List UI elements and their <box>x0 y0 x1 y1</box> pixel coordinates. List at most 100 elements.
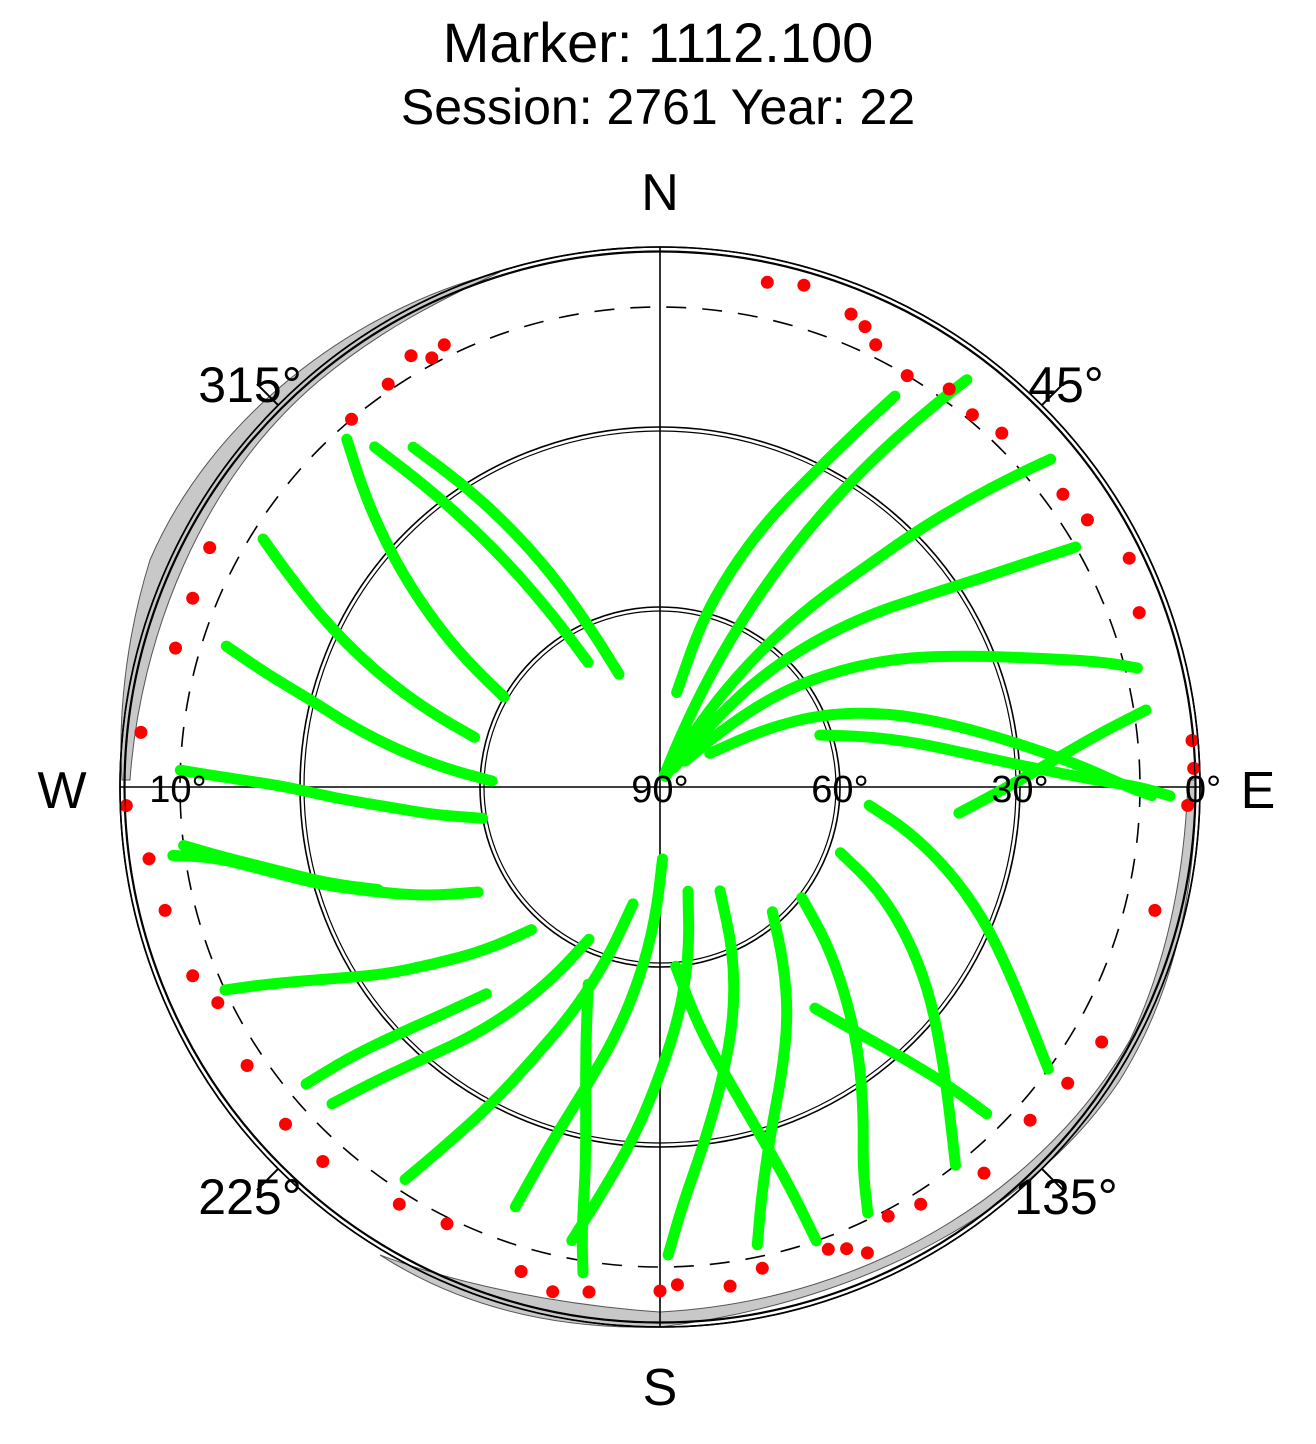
flagged-observation-9 <box>995 426 1009 440</box>
flagged-observation-23 <box>881 1209 895 1223</box>
observation-track-25 <box>953 704 1152 819</box>
chart-subtitle: Session: 2761 Year: 22 <box>401 79 915 135</box>
flagged-observation-30 <box>653 1284 667 1298</box>
observation-track-9 <box>796 892 874 1219</box>
compass-south-label: S <box>643 1359 678 1417</box>
elevation-label-30: 30° <box>991 769 1048 811</box>
flagged-observation-25 <box>840 1242 854 1256</box>
horizon-mask-south-east <box>379 779 1197 1328</box>
observation-track-12 <box>566 885 695 1246</box>
flagged-observation-10 <box>1056 487 1070 501</box>
observation-track-1 <box>658 374 973 782</box>
elevation-label-90: 90° <box>631 769 688 811</box>
flagged-observation-1 <box>760 275 774 289</box>
flagged-observation-38 <box>240 1059 254 1072</box>
flagged-observation-46 <box>186 591 200 605</box>
flagged-observation-21 <box>977 1166 991 1180</box>
flagged-observation-51 <box>425 351 439 365</box>
flagged-observation-27 <box>755 1261 769 1275</box>
compass-east-label: E <box>1241 762 1276 820</box>
flagged-observation-28 <box>723 1279 737 1293</box>
flagged-observation-33 <box>514 1265 528 1278</box>
flagged-observation-12 <box>1122 551 1136 565</box>
observation-track-6 <box>814 729 1176 802</box>
flagged-observation-17 <box>1148 903 1162 917</box>
flagged-observation-32 <box>546 1285 560 1299</box>
observation-track-17 <box>167 850 484 901</box>
observation-track-16 <box>219 924 537 996</box>
azimuth-label-225: 225° <box>198 1169 301 1225</box>
flagged-observation-15 <box>1187 761 1201 775</box>
flagged-observation-3 <box>844 307 858 321</box>
azimuth-label-45: 45° <box>1028 357 1104 413</box>
elevation-label-10: 10° <box>149 769 206 811</box>
observation-track-10 <box>751 906 793 1251</box>
observation-layer <box>119 246 1201 1328</box>
observation-track-26 <box>178 840 384 896</box>
flagged-observation-24 <box>860 1246 874 1260</box>
flagged-observation-11 <box>1080 513 1094 527</box>
flagged-observation-4 <box>858 320 872 334</box>
flagged-observation-43 <box>119 799 133 813</box>
observation-track-5 <box>704 707 1158 802</box>
label-layer: N S W E 45° 135° 225° 315° 0° 10° 30° 60… <box>37 164 1275 1417</box>
flagged-observation-34 <box>440 1217 454 1231</box>
flagged-observation-35 <box>392 1197 406 1211</box>
flagged-observation-7 <box>942 382 956 396</box>
observation-track-24 <box>671 390 901 698</box>
flagged-observation-8 <box>965 408 979 422</box>
observation-track-13 <box>509 853 668 1213</box>
observation-track-11 <box>662 885 740 1261</box>
observation-track-19 <box>220 640 498 787</box>
flagged-observation-47 <box>203 541 217 555</box>
observation-track-18 <box>174 764 489 824</box>
observation-track-23 <box>407 441 625 680</box>
flagged-observation-22 <box>914 1197 928 1211</box>
compass-west-label: W <box>37 762 86 820</box>
flagged-observation-18 <box>1095 1035 1109 1049</box>
observation-track-4 <box>679 650 1143 767</box>
azimuth-tick-135 <box>1041 1168 1064 1191</box>
flagged-observation-2 <box>797 278 811 292</box>
azimuth-tick-225 <box>256 1168 279 1191</box>
compass-north-label: N <box>641 164 679 222</box>
horizon-mask-west <box>120 271 501 781</box>
flagged-observation-20 <box>1023 1113 1037 1127</box>
observation-track-27 <box>670 960 822 1247</box>
flagged-observation-5 <box>869 338 883 352</box>
observation-track-15 <box>326 933 595 1110</box>
flagged-observation-37 <box>279 1117 292 1131</box>
azimuth-label-315: 315° <box>198 357 301 413</box>
azimuth-tick-45 <box>1041 383 1064 406</box>
elevation-label-60: 60° <box>811 769 868 811</box>
observation-track-14 <box>399 898 639 1185</box>
flagged-observation-52 <box>437 338 451 352</box>
flagged-observation-36 <box>316 1155 330 1168</box>
flagged-observation-14 <box>1185 734 1199 747</box>
chart-title: Marker: 1112.100 <box>443 11 874 74</box>
flagged-observation-40 <box>186 969 200 983</box>
observation-track-22 <box>369 441 594 668</box>
flagged-observation-26 <box>821 1242 835 1256</box>
horizon-circle-outer <box>119 246 1201 1328</box>
flagged-observation-39 <box>211 996 225 1010</box>
flagged-observation-6 <box>900 369 914 383</box>
flagged-observation-42 <box>142 852 156 866</box>
horizon-mask-layer <box>120 271 1197 1328</box>
flagged-observation-50 <box>404 349 418 363</box>
flagged-observation-29 <box>670 1278 684 1292</box>
flagged-observation-41 <box>158 903 172 917</box>
observation-track-28 <box>576 978 594 1279</box>
flagged-observation-19 <box>1061 1076 1075 1090</box>
observation-track-7 <box>863 799 1054 1075</box>
flagged-observation-49 <box>381 377 395 391</box>
observation-track-20 <box>257 533 480 743</box>
observation-track-3 <box>668 541 1082 774</box>
flagged-observation-48 <box>345 412 358 426</box>
observation-track-21 <box>341 433 510 703</box>
flagged-observation-44 <box>134 725 148 739</box>
flagged-observation-13 <box>1132 606 1146 620</box>
flagged-observation-45 <box>169 641 182 655</box>
flagged-observation-16 <box>1181 798 1195 812</box>
